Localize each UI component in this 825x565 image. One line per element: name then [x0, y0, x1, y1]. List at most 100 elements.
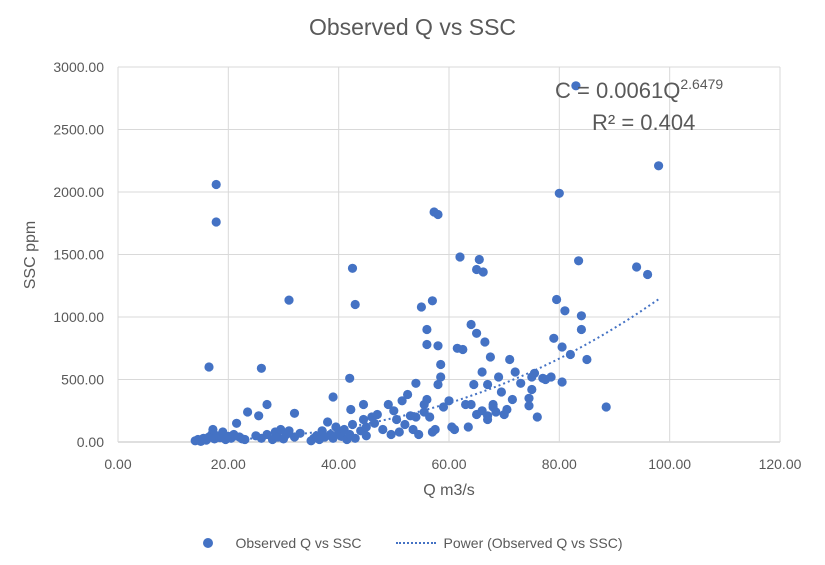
data-point — [524, 393, 534, 403]
x-tick-label: 0.00 — [104, 456, 131, 472]
power-trendline — [195, 298, 660, 443]
scatter-points — [190, 81, 664, 446]
data-point — [400, 419, 410, 430]
data-point — [350, 299, 360, 310]
data-point — [204, 362, 214, 372]
data-point — [295, 428, 305, 438]
y-tick-label: 0.00 — [77, 434, 104, 450]
data-point — [478, 267, 488, 277]
data-point — [560, 306, 570, 316]
data-point — [386, 429, 396, 440]
data-point — [527, 384, 537, 395]
data-point — [444, 396, 454, 406]
data-point — [346, 404, 356, 415]
data-point — [232, 418, 242, 428]
data-point — [433, 379, 443, 390]
data-point — [524, 401, 534, 411]
data-point — [361, 431, 371, 441]
data-point — [438, 402, 449, 412]
data-point — [474, 254, 484, 265]
data-point — [328, 433, 338, 443]
data-point — [632, 262, 642, 272]
data-point — [392, 414, 402, 425]
equation-text: C = 0.0061Q — [555, 78, 681, 103]
data-point — [383, 399, 393, 410]
legend-label-trendline: Power (Observed Q vs SSC) — [443, 535, 623, 551]
data-point — [369, 418, 380, 428]
data-point — [496, 387, 506, 397]
data-point — [466, 319, 476, 330]
x-tick-label: 100.00 — [648, 456, 691, 472]
data-point — [323, 417, 333, 427]
data-point — [427, 296, 437, 306]
data-point — [211, 179, 221, 190]
legend-item-trendline: Power (Observed Q vs SSC) — [395, 535, 623, 551]
y-axis-label: SSC ppm — [22, 220, 39, 290]
data-point — [416, 302, 426, 312]
data-point — [469, 379, 479, 390]
legend-label-scatter: Observed Q vs SSC — [235, 535, 362, 551]
data-point — [582, 354, 592, 365]
chart-title: Observed Q vs SSC — [308, 14, 517, 40]
data-point — [347, 263, 358, 273]
equation-exponent: 2.6479 — [680, 76, 724, 92]
data-point — [557, 377, 567, 387]
data-point — [455, 252, 465, 262]
data-point — [389, 406, 399, 416]
data-point — [411, 412, 421, 422]
data-point — [643, 269, 653, 280]
data-point — [256, 363, 266, 373]
data-point — [546, 372, 556, 382]
data-point — [552, 294, 562, 305]
data-point — [422, 324, 432, 335]
data-point — [601, 402, 611, 412]
y-tick-label: 3000.00 — [53, 59, 104, 75]
trendline-equation: C = 0.0061Q2.6479 — [555, 68, 723, 107]
data-point — [262, 399, 272, 410]
data-point — [458, 344, 468, 355]
data-point — [576, 324, 587, 335]
data-point — [510, 367, 520, 377]
x-tick-label: 120.00 — [759, 456, 802, 472]
data-point — [254, 411, 264, 421]
data-point — [485, 352, 495, 362]
r-squared: R² = 0.404 — [592, 110, 696, 135]
data-point — [372, 409, 382, 420]
y-tick-label: 500.00 — [61, 372, 104, 388]
data-point — [483, 379, 493, 390]
data-point — [427, 427, 437, 437]
data-point — [571, 81, 581, 91]
data-point — [358, 399, 369, 410]
data-point — [361, 422, 371, 432]
data-point — [422, 339, 432, 350]
trendline-equation-block: C = 0.0061Q2.6479 R² = 0.404 — [555, 68, 723, 139]
data-point — [394, 427, 404, 437]
data-point — [463, 422, 473, 432]
x-tick-label: 40.00 — [321, 456, 356, 472]
data-point — [397, 396, 407, 406]
data-point — [532, 412, 542, 422]
data-point — [488, 402, 498, 412]
data-point — [403, 389, 413, 400]
data-point — [549, 333, 559, 343]
data-point — [505, 354, 515, 365]
data-point — [378, 424, 388, 435]
data-point — [516, 378, 526, 388]
data-point — [494, 372, 504, 382]
data-point — [411, 378, 421, 388]
data-point — [328, 392, 338, 402]
y-tick-label: 2500.00 — [53, 122, 104, 138]
data-point — [211, 217, 221, 227]
x-tick-label: 80.00 — [542, 456, 577, 472]
data-point — [289, 408, 300, 418]
data-point — [243, 407, 253, 417]
data-point — [480, 337, 490, 347]
data-point — [502, 404, 512, 415]
data-point — [576, 311, 587, 321]
data-point — [466, 399, 476, 410]
x-tick-label: 20.00 — [211, 456, 246, 472]
legend: Observed Q vs SSC Power (Observed Q vs S… — [0, 535, 825, 551]
data-point — [419, 399, 429, 410]
